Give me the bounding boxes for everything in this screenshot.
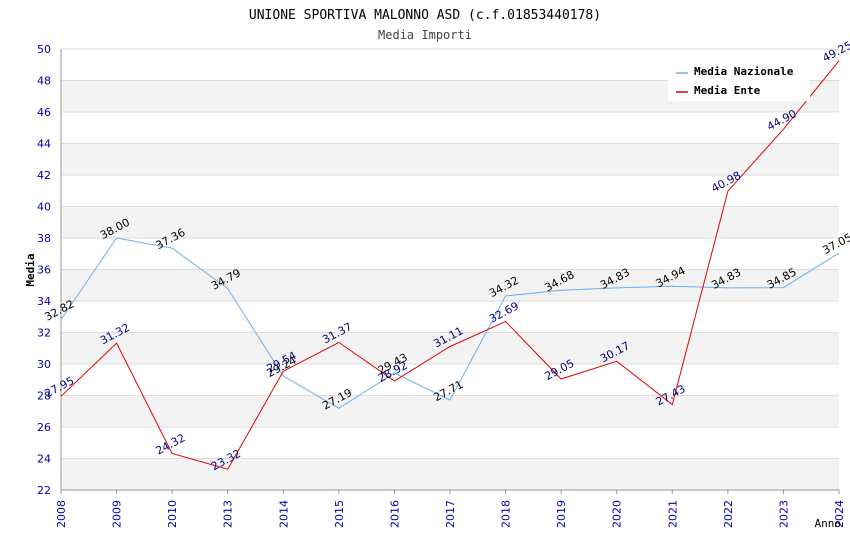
grid-band [61,238,839,270]
y-tick-label: 40 [37,201,51,214]
x-tick-labels: 2008 2009 2010 2013 2014 2015 2016 2017 2018 2019… [55,500,846,528]
grid-band [61,364,839,396]
x-tick-label: 2014 [277,500,290,528]
x-tick-label: 2016 [388,500,401,528]
x-tick-label: 2019 [555,500,568,528]
y-tick-label: 32 [37,327,51,340]
y-tick-label: 42 [37,169,51,182]
legend-box [668,59,810,101]
grid-bands [61,49,839,490]
legend-label-ente: Media Ente [694,84,761,97]
x-tick-label: 2017 [444,500,457,528]
x-tick-label: 2013 [222,500,235,528]
x-tick-label: 2009 [111,500,124,528]
x-tick-label: 2024 [833,500,846,528]
y-tick-label: 44 [37,138,51,151]
x-tick-label: 2008 [55,500,68,528]
legend: Media Nazionale Media Ente [668,59,810,101]
x-axis-label: Anno [815,517,842,530]
chart-subtitle: Media Importi [378,28,472,42]
x-tick-label: 2010 [166,500,179,528]
grid-band [61,332,839,364]
grid-band [61,143,839,175]
y-tick-label: 34 [37,295,51,308]
x-tick-label: 2023 [777,500,790,528]
grid-band [61,458,839,490]
y-tick-labels: 22 24 26 28 30 32 34 36 38 40 42 44 46 48 50 [37,43,51,497]
y-tick-label: 50 [37,43,51,56]
x-tick-label: 2022 [722,500,735,528]
grid-band [61,112,839,144]
y-axis-label: Media [24,253,37,286]
x-tick-label: 2021 [666,500,679,528]
y-tick-label: 38 [37,232,51,245]
y-tick-label: 48 [37,75,51,88]
legend-label-nazionale: Media Nazionale [694,65,794,78]
y-tick-label: 22 [37,484,51,497]
y-tick-label: 24 [37,453,51,466]
axes [60,49,840,494]
grid-band [61,301,839,333]
y-tick-label: 26 [37,421,51,434]
y-tick-label: 28 [37,390,51,403]
series-lines [60,60,840,470]
y-tick-label: 36 [37,264,51,277]
x-tick-label: 2020 [611,500,624,528]
grid-band [61,269,839,301]
grid-band [61,175,839,207]
y-tick-label: 30 [37,358,51,371]
series-line-ente [60,60,840,470]
chart-title: UNIONE SPORTIVA MALONNO ASD (c.f.0185344… [249,8,601,23]
x-tick-label: 2018 [500,500,513,528]
grid-band [61,395,839,427]
grid-band [61,206,839,238]
series-line-nazionale [60,237,840,409]
x-tick-label: 2015 [333,500,346,528]
y-tick-label: 46 [37,106,51,119]
grid-band [61,427,839,459]
